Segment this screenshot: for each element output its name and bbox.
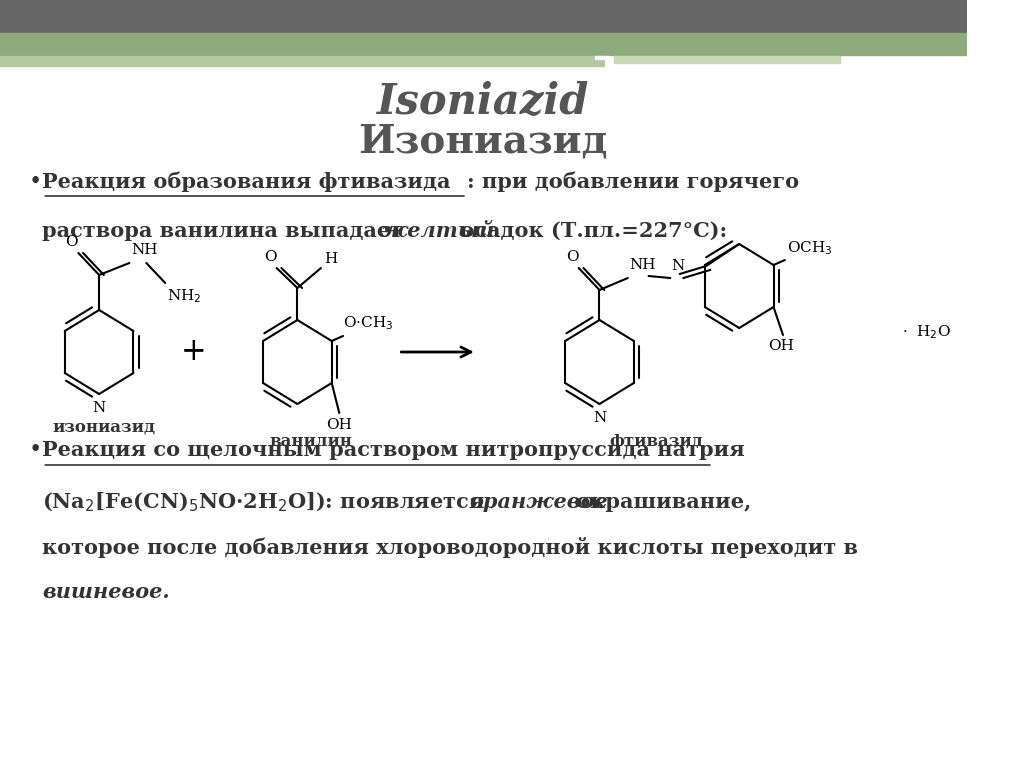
Bar (613, 56, 841, 63)
Text: •: • (29, 171, 42, 193)
Bar (0, 56, 604, 66)
Text: N: N (593, 411, 606, 425)
Bar (595, 56, 609, 59)
Text: изониазид: изониазид (52, 419, 155, 436)
Text: NH: NH (131, 243, 158, 257)
Text: окрашивание,: окрашивание, (569, 492, 752, 512)
Text: NH: NH (630, 258, 656, 272)
Text: N: N (671, 259, 684, 273)
Text: ванилин: ванилин (269, 433, 352, 450)
Text: Изониазид: Изониазид (358, 123, 608, 161)
Text: OCH$_3$: OCH$_3$ (786, 239, 833, 257)
Text: оранжевое: оранжевое (469, 492, 608, 512)
Text: осадок (Т.пл.=227°C):: осадок (Т.пл.=227°C): (454, 221, 727, 241)
Bar (0, 0, 967, 32)
Text: •: • (29, 439, 42, 461)
Text: вишневое.: вишневое. (42, 582, 170, 602)
Text: фтивазид: фтивазид (609, 433, 702, 450)
Text: Isoniazid: Isoniazid (377, 81, 590, 123)
Text: Реакция со щелочным раствором нитропруссида натрия: Реакция со щелочным раствором нитропрусс… (42, 440, 745, 460)
Text: +: + (180, 337, 207, 367)
Text: OH: OH (327, 418, 352, 432)
Text: Реакция образования фтивазида: Реакция образования фтивазида (42, 172, 451, 193)
Text: N: N (92, 401, 105, 415)
Text: которое после добавления хлороводородной кислоты переходит в: которое после добавления хлороводородной… (42, 536, 858, 558)
Text: O: O (566, 250, 579, 264)
Text: ·  H$_2$O: · H$_2$O (901, 323, 950, 341)
Text: O·CH$_3$: O·CH$_3$ (343, 314, 393, 332)
Bar (0, 33, 967, 55)
Text: раствора ванилина выпадает: раствора ванилина выпадает (42, 221, 411, 241)
Text: желтый: желтый (381, 221, 495, 241)
Text: OH: OH (768, 339, 794, 353)
Text: (Na$_2$[Fe(CN)$_5$NO·2H$_2$O]): появляется: (Na$_2$[Fe(CN)$_5$NO·2H$_2$O]): появляет… (42, 490, 486, 514)
Text: NH$_2$: NH$_2$ (167, 287, 202, 304)
Text: O: O (264, 250, 276, 264)
Text: : при добавлении горячего: : при добавлении горячего (467, 172, 799, 193)
Text: O: O (66, 235, 78, 249)
Text: H: H (324, 252, 337, 266)
